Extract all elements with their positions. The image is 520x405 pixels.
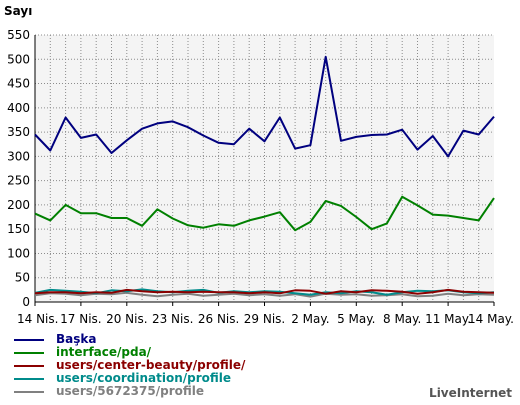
x-tick-label: 17 Nis. xyxy=(60,312,101,326)
x-tick-label: 14 Nis. xyxy=(17,312,58,326)
legend-swatch xyxy=(14,378,44,380)
y-tick-label: 0 xyxy=(22,295,30,309)
y-tick-label: 450 xyxy=(7,77,30,91)
y-tick-label: 100 xyxy=(7,246,30,260)
series-line-1 xyxy=(34,195,495,232)
legend-label: Başka xyxy=(56,332,97,346)
x-tick-label: 20 Nis. xyxy=(106,312,147,326)
y-tick-label: 50 xyxy=(15,271,30,285)
y-tick-label: 200 xyxy=(7,198,30,212)
legend-swatch xyxy=(14,391,44,393)
y-axis-title: Sayı xyxy=(4,4,33,18)
legend-label: users/5672375/profile xyxy=(56,384,204,398)
legend-label: interface/pda/ xyxy=(56,345,152,359)
x-tick-label: 29 Nis. xyxy=(244,312,285,326)
plot-area xyxy=(35,35,494,302)
brand-label: LiveInternet xyxy=(429,386,512,400)
x-tick-label: 5 May. xyxy=(337,312,375,326)
x-tick-label: 14 May. xyxy=(468,312,514,326)
y-tick-label: 400 xyxy=(7,101,30,115)
y-tick-label: 250 xyxy=(7,174,30,188)
series-line-2 xyxy=(34,288,495,295)
y-tick-label: 150 xyxy=(7,222,30,236)
x-tick-label: 2 May. xyxy=(291,312,329,326)
series-line-4 xyxy=(34,291,495,298)
legend-label: users/center-beauty/profile/ xyxy=(56,358,246,372)
legend-label: users/coordination/profile xyxy=(56,371,232,385)
x-tick-label: 11 May. xyxy=(425,312,471,326)
legend-swatch xyxy=(14,339,44,341)
series-line-0 xyxy=(34,55,495,158)
legend-swatch xyxy=(14,365,44,367)
x-tick-label: 8 May. xyxy=(383,312,421,326)
x-tick-label: 23 Nis. xyxy=(152,312,193,326)
y-tick-label: 550 xyxy=(7,28,30,42)
y-tick-label: 350 xyxy=(7,125,30,139)
y-tick-label: 500 xyxy=(7,52,30,66)
y-tick-label: 300 xyxy=(7,149,30,163)
legend-swatch xyxy=(14,352,44,354)
x-tick-label: 26 Nis. xyxy=(198,312,239,326)
